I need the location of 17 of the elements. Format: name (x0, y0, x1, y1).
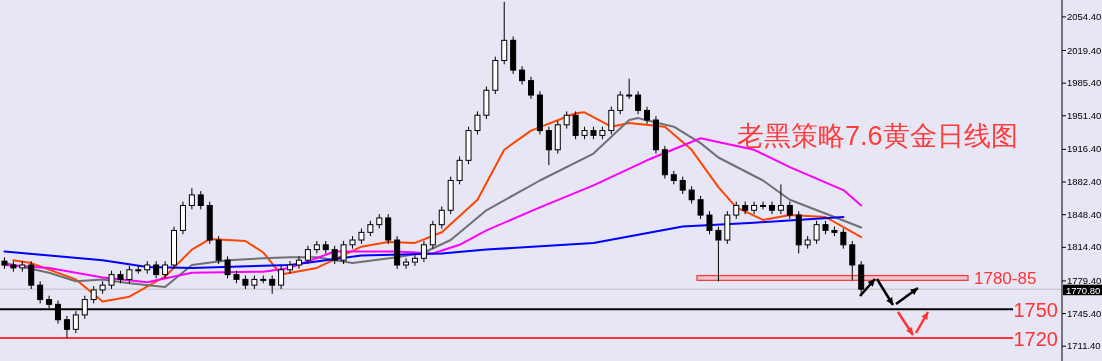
y-tick-label: 1951.40 (1067, 109, 1102, 121)
ref-line-label: 1720 (1013, 327, 1058, 350)
ref-line-label: 1770.80 (1066, 284, 1101, 296)
ref-line-label: 1750 (1013, 299, 1058, 322)
ref-line: 1720 (0, 327, 1058, 350)
y-tick-label: 1916.40 (1067, 143, 1102, 155)
y-tick-label: 1814.40 (1067, 241, 1102, 253)
y-tick-label: 2019.40 (1067, 44, 1102, 56)
text: 老黑策略7.6黄金日线图 (737, 121, 1018, 151)
y-tick-label: 1882.40 (1067, 176, 1102, 188)
y-tick-label: 1848.40 (1067, 208, 1102, 220)
y-tick-label: 1779.40 (1067, 274, 1102, 286)
y-tick-label: 1985.40 (1067, 77, 1102, 89)
y-tick-label: 1711.40 (1067, 340, 1101, 352)
y-tick-label: 1745.40 (1067, 307, 1102, 319)
y-tick-label: 2054.40 (1067, 10, 1102, 22)
ref-line: 1750 (0, 299, 1058, 322)
